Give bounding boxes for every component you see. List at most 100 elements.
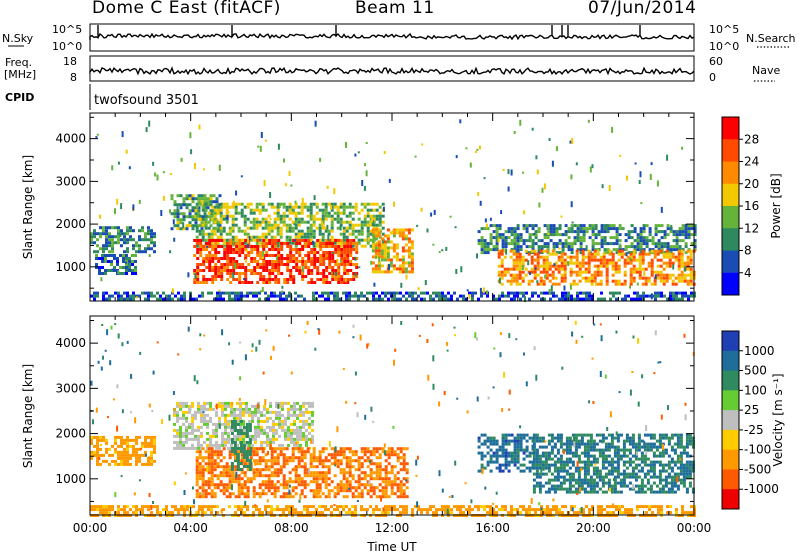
echo-cell: [568, 445, 572, 449]
echo-cell: [209, 209, 213, 213]
echo-cell: [568, 436, 572, 440]
echo-cell: [638, 270, 642, 274]
echo-cell: [200, 221, 204, 225]
echo-cell: [313, 248, 317, 251]
echo-cell: [231, 474, 235, 478]
echo-cell: [684, 236, 688, 240]
echo-cell: [525, 439, 529, 443]
echo-cell: [559, 433, 563, 437]
echo-cell: [536, 169, 539, 175]
echo-cell: [318, 294, 321, 298]
echo-cell: [211, 281, 215, 284]
echo-cell: [108, 238, 111, 242]
echo-cell: [203, 440, 206, 444]
echo-cell: [255, 450, 259, 454]
echo-cell: [522, 239, 526, 243]
echo-cell: [407, 228, 411, 232]
echo-cell: [641, 258, 645, 262]
echo-cell: [285, 208, 289, 212]
echo-cell: [489, 448, 493, 452]
echo-cell: [297, 223, 301, 227]
echo-cell: [562, 475, 566, 479]
echo-cell: [176, 413, 179, 417]
echo-cell: [313, 257, 317, 260]
echo-cell: [239, 429, 243, 432]
echo-cell: [122, 257, 125, 260]
cpid-row: CPID twofsound 3501: [5, 84, 199, 110]
echo-cell: [207, 453, 211, 457]
echo-cell: [269, 404, 272, 408]
echo-cell: [662, 252, 666, 256]
echo-cell: [102, 229, 105, 233]
echo-cell: [267, 214, 271, 218]
echo-cell: [303, 483, 307, 487]
echo-cell: [568, 475, 572, 479]
echo-cell: [102, 247, 105, 251]
echo-cell: [207, 226, 211, 230]
echo-cell: [489, 454, 493, 458]
echo-cell: [293, 431, 296, 435]
echo-cell: [285, 297, 288, 301]
echo-cell: [259, 257, 263, 260]
echo-cell: [239, 425, 242, 429]
echo-cell: [629, 285, 631, 289]
echo-cell: [455, 269, 458, 274]
echo-cell: [241, 281, 245, 284]
echo-cell: [486, 439, 490, 443]
echo-cell: [336, 459, 340, 463]
echo-cell: [447, 291, 450, 295]
echo-cell: [536, 258, 540, 262]
echo-cell: [486, 290, 489, 295]
echo-cell: [587, 279, 591, 283]
echo-cell: [575, 282, 579, 286]
echo-cell: [632, 267, 636, 271]
echo-cell: [587, 249, 591, 253]
echo-cell: [211, 275, 215, 278]
echo-cell: [497, 255, 501, 259]
echo-cell: [261, 489, 265, 493]
echo-cell: [656, 252, 660, 256]
echo-cell: [569, 273, 573, 277]
echo-cell: [153, 438, 156, 442]
echo-cell: [300, 202, 304, 206]
echo-cell: [340, 263, 344, 266]
echo-cell: [375, 297, 378, 301]
echo-cell: [374, 249, 378, 253]
echo-cell: [199, 242, 203, 245]
echo-cell: [228, 471, 232, 475]
echo-cell: [185, 227, 189, 231]
echo-cell: [278, 416, 281, 420]
echo-cell: [222, 447, 226, 451]
echo-cell: [573, 230, 577, 234]
echo-cell: [235, 263, 239, 266]
echo-cell: [302, 425, 305, 429]
echo-cell: [269, 410, 272, 414]
echo-cell: [399, 297, 402, 301]
echo-cell: [200, 419, 203, 423]
echo-cell: [300, 477, 304, 481]
echo-cell: [104, 269, 107, 272]
nsky-tick-top: 10^5: [52, 23, 82, 36]
echo-cell: [99, 226, 102, 230]
echo-cell: [351, 477, 355, 481]
echo-cell: [285, 235, 289, 239]
echo-cell: [209, 419, 212, 423]
echo-cell: [525, 466, 529, 470]
echo-cell: [250, 245, 254, 248]
echo-cell: [132, 238, 135, 242]
echo-cell: [590, 276, 594, 280]
echo-cell: [354, 450, 358, 454]
echo-cell: [207, 468, 211, 472]
echo-cell: [199, 254, 203, 257]
echo-cell: [666, 227, 670, 231]
echo-cell: [568, 472, 572, 476]
echo-cell: [677, 279, 681, 283]
echo-cell: [357, 495, 361, 499]
echo-cell: [226, 257, 230, 260]
echo-cell: [545, 255, 549, 259]
echo-cell: [501, 451, 505, 455]
echo-cell: [255, 226, 259, 230]
echo-cell: [318, 453, 322, 457]
echo-cell: [411, 291, 414, 295]
echo-cell: [102, 291, 105, 295]
